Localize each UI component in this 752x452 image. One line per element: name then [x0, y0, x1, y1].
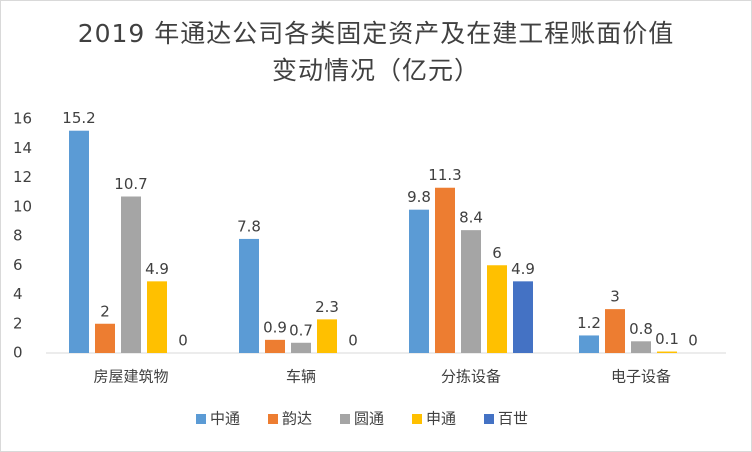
bar — [291, 342, 311, 353]
legend-swatch — [340, 414, 350, 424]
data-label: 0 — [348, 332, 358, 350]
legend-label: 圆通 — [354, 410, 384, 428]
bar — [579, 335, 599, 353]
bar — [631, 341, 651, 353]
bar — [435, 187, 455, 353]
legend-label: 韵达 — [282, 410, 312, 428]
x-tick-label: 车辆 — [286, 368, 316, 386]
x-tick-label: 分拣设备 — [441, 368, 501, 386]
y-tick-label: 10 — [13, 197, 32, 215]
data-label: 2.3 — [315, 298, 339, 316]
data-label: 9.8 — [407, 188, 431, 206]
data-label: 15.2 — [62, 109, 95, 127]
legend-swatch — [196, 414, 206, 424]
data-label: 3 — [610, 288, 620, 306]
bar — [69, 130, 89, 353]
y-tick-label: 2 — [13, 314, 23, 332]
y-tick-label: 0 — [13, 344, 23, 362]
y-tick-label: 16 — [13, 110, 32, 128]
data-label: 7.8 — [237, 217, 261, 235]
data-label: 1.2 — [577, 314, 601, 332]
y-tick-label: 12 — [13, 168, 32, 186]
bar — [657, 351, 677, 353]
data-label: 0.8 — [629, 320, 653, 338]
x-tick-label: 电子设备 — [611, 368, 671, 386]
data-label: 6 — [492, 244, 502, 262]
y-tick-label: 4 — [13, 285, 23, 303]
data-label: 10.7 — [114, 175, 147, 193]
data-label: 0 — [178, 332, 188, 350]
chart-title: 2019 年通达公司各类固定资产及在建工程账面价值变动情况（亿元） — [77, 19, 675, 85]
bar — [265, 339, 285, 353]
bar — [317, 319, 337, 353]
y-tick-label: 14 — [13, 139, 32, 157]
data-label: 4.9 — [145, 260, 169, 278]
legend-label: 申通 — [426, 410, 456, 428]
legend-swatch — [412, 414, 422, 424]
data-label: 2 — [100, 302, 110, 320]
bar — [409, 209, 429, 353]
bar — [121, 196, 141, 353]
data-label: 11.3 — [428, 166, 461, 184]
bar — [487, 265, 507, 353]
y-tick-label: 8 — [13, 227, 23, 245]
legend-swatch — [484, 414, 494, 424]
data-label: 8.4 — [459, 209, 483, 227]
bar — [605, 309, 625, 353]
bar — [513, 281, 533, 353]
y-tick-label: 6 — [13, 256, 23, 274]
data-label: 0.1 — [655, 330, 679, 348]
data-label: 0.9 — [263, 318, 287, 336]
data-label: 0 — [688, 332, 698, 350]
bar — [239, 238, 259, 353]
bar — [461, 230, 481, 353]
bar — [95, 323, 115, 353]
bar — [147, 281, 167, 353]
data-label: 0.7 — [289, 321, 313, 339]
data-label: 4.9 — [511, 260, 535, 278]
x-tick-label: 房屋建筑物 — [93, 368, 168, 386]
legend-label: 百世 — [498, 410, 528, 428]
legend-label: 中通 — [210, 410, 240, 428]
legend-swatch — [268, 414, 278, 424]
